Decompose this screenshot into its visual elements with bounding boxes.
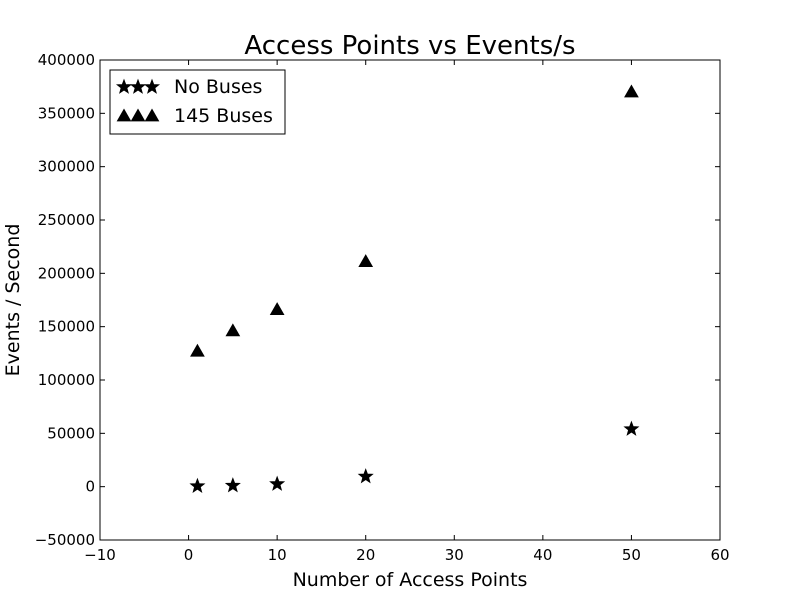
- legend-marker: [116, 108, 132, 122]
- y-tick-label: 250000: [38, 211, 95, 229]
- y-tick-label: 50000: [47, 424, 95, 442]
- legend-marker: [144, 108, 160, 122]
- series-0: [189, 420, 640, 493]
- y-tick-label: 400000: [38, 51, 95, 69]
- legend-marker: [130, 108, 146, 122]
- data-point: [623, 420, 640, 436]
- x-tick-label: 30: [445, 546, 464, 564]
- data-point: [269, 475, 286, 491]
- legend-markers-no-buses: [115, 78, 161, 94]
- y-tick-label: 100000: [38, 371, 95, 389]
- legend-marker: [143, 78, 161, 94]
- y-tick-label: 300000: [38, 158, 95, 176]
- y-tick-label: 150000: [38, 318, 95, 336]
- y-tick-label: 200000: [38, 264, 95, 282]
- data-point: [190, 343, 205, 357]
- x-axis-label: Number of Access Points: [293, 569, 528, 591]
- series-1: [190, 84, 639, 357]
- data-point: [358, 254, 374, 267]
- x-tick-label: 40: [533, 546, 552, 564]
- data-point: [624, 84, 639, 98]
- legend-label-no-buses: No Buses: [174, 76, 262, 98]
- x-tick-label: 0: [184, 546, 194, 564]
- y-tick-label: 350000: [38, 104, 95, 122]
- y-tick-label: 0: [85, 478, 95, 496]
- legend-label-145-buses: 145 Buses: [174, 105, 273, 127]
- legend: No Buses 145 Buses: [109, 69, 286, 135]
- legend-markers-145-buses: [116, 108, 160, 122]
- y-tick-label: −50000: [35, 531, 95, 549]
- data-point: [189, 477, 206, 493]
- legend-marker: [129, 78, 147, 94]
- ticks-layer: −10 0 10 20 30 40 50 60 −50000 0 50000 100000 150000…: [35, 51, 730, 564]
- data-point: [357, 468, 374, 484]
- legend-box: [109, 69, 286, 135]
- legend-marker: [115, 78, 133, 94]
- x-tick-label: 20: [356, 546, 375, 564]
- plot-frame: [99, 59, 721, 541]
- x-tick-label: 60: [710, 546, 729, 564]
- data-point: [269, 302, 285, 315]
- chart-title: Access Points vs Events/s: [244, 31, 575, 61]
- points-layer: [189, 84, 640, 493]
- x-tick-label: −10: [84, 546, 116, 564]
- data-point: [225, 323, 241, 337]
- data-point: [224, 477, 241, 493]
- x-tick-label: 10: [268, 546, 287, 564]
- x-tick-label: 50: [622, 546, 641, 564]
- y-axis-label: Events / Second: [2, 224, 24, 377]
